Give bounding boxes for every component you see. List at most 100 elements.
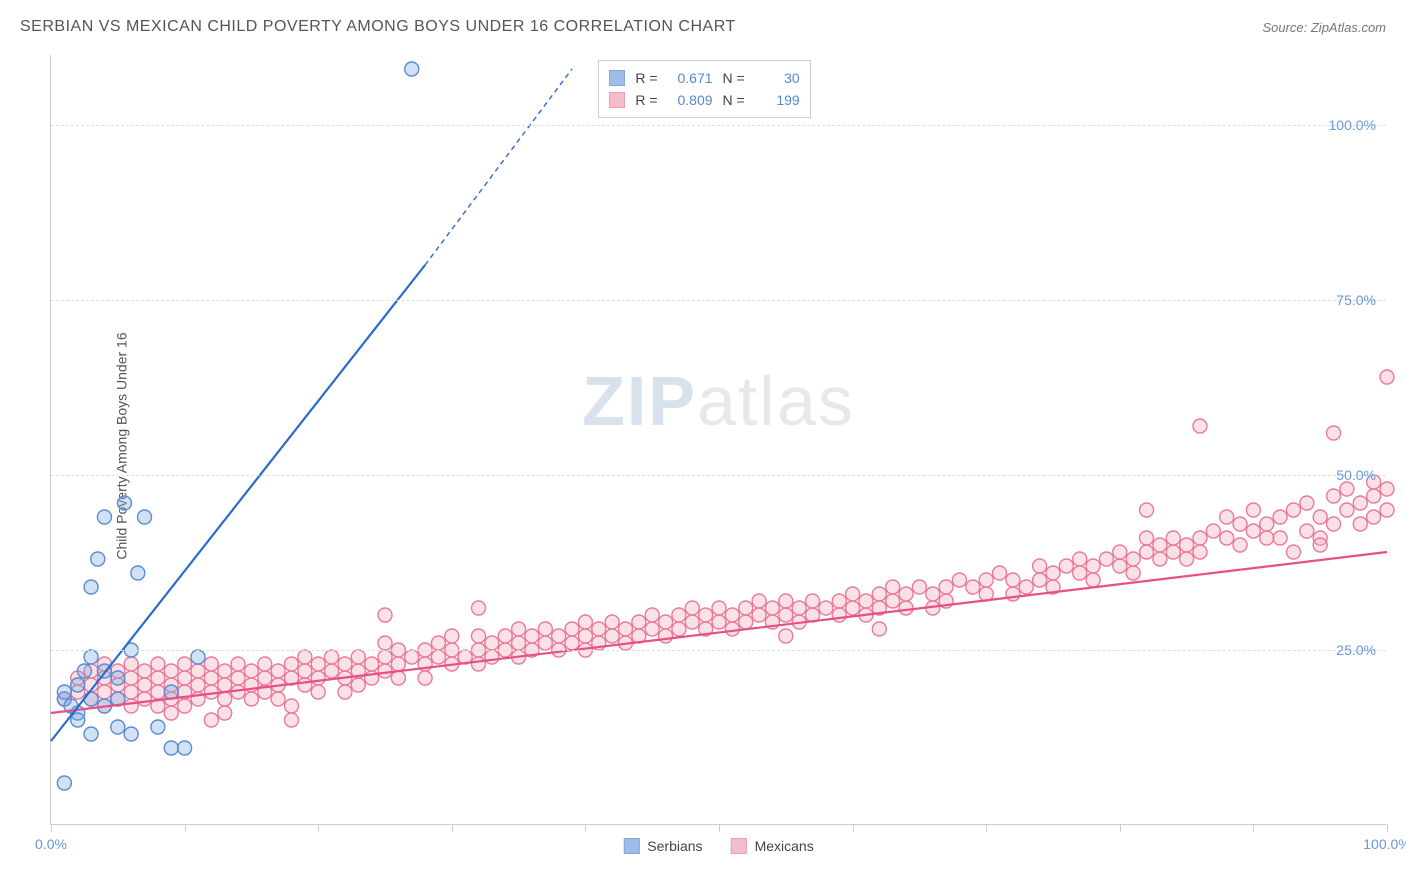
data-point-mexicans <box>244 664 258 678</box>
legend-swatch-serbians <box>609 70 625 86</box>
data-point-mexicans <box>378 650 392 664</box>
data-point-serbians <box>84 692 98 706</box>
data-point-mexicans <box>618 622 632 636</box>
x-tick <box>853 824 854 832</box>
data-point-mexicans <box>138 664 152 678</box>
data-point-mexicans <box>779 608 793 622</box>
data-point-mexicans <box>725 608 739 622</box>
data-point-mexicans <box>298 678 312 692</box>
data-point-mexicans <box>1140 531 1154 545</box>
x-tick-label: 100.0% <box>1363 836 1406 852</box>
data-point-mexicans <box>912 580 926 594</box>
data-point-mexicans <box>1006 573 1020 587</box>
data-point-mexicans <box>472 601 486 615</box>
data-point-mexicans <box>672 622 686 636</box>
data-point-mexicans <box>1166 531 1180 545</box>
data-point-mexicans <box>151 685 165 699</box>
y-tick-label: 50.0% <box>1336 467 1376 483</box>
n-value-mexicans: 199 <box>755 92 800 108</box>
data-point-mexicans <box>218 664 232 678</box>
data-point-serbians <box>84 580 98 594</box>
data-point-serbians <box>77 664 91 678</box>
data-point-mexicans <box>1260 517 1274 531</box>
x-tick <box>1387 824 1388 832</box>
y-tick-label: 75.0% <box>1336 292 1376 308</box>
chart-svg <box>51 55 1386 824</box>
data-point-mexicans <box>886 580 900 594</box>
data-point-mexicans <box>244 692 258 706</box>
data-point-mexicans <box>218 678 232 692</box>
data-point-serbians <box>57 685 71 699</box>
data-point-mexicans <box>966 580 980 594</box>
data-point-mexicans <box>1380 370 1394 384</box>
data-point-mexicans <box>512 636 526 650</box>
x-tick <box>1120 824 1121 832</box>
data-point-mexicans <box>846 601 860 615</box>
data-point-mexicans <box>1380 482 1394 496</box>
data-point-mexicans <box>979 573 993 587</box>
y-tick-label: 100.0% <box>1329 117 1376 133</box>
data-point-mexicans <box>485 650 499 664</box>
correlation-legend: R = 0.671 N = 30 R = 0.809 N = 199 <box>598 60 810 118</box>
data-point-mexicans <box>178 671 192 685</box>
data-point-mexicans <box>1206 524 1220 538</box>
data-point-mexicans <box>1286 545 1300 559</box>
data-point-mexicans <box>886 594 900 608</box>
legend-swatch-mexicans <box>731 838 747 854</box>
data-point-mexicans <box>752 608 766 622</box>
data-point-mexicans <box>138 678 152 692</box>
data-point-mexicans <box>1099 552 1113 566</box>
y-tick-label: 25.0% <box>1336 642 1376 658</box>
x-tick <box>719 824 720 832</box>
data-point-mexicans <box>124 685 138 699</box>
data-point-mexicans <box>1327 489 1341 503</box>
data-point-mexicans <box>712 615 726 629</box>
data-point-mexicans <box>338 657 352 671</box>
data-point-mexicans <box>645 608 659 622</box>
data-point-mexicans <box>1059 559 1073 573</box>
x-tick <box>185 824 186 832</box>
data-point-serbians <box>84 650 98 664</box>
data-point-mexicans <box>739 615 753 629</box>
data-point-mexicans <box>1273 510 1287 524</box>
legend-label-mexicans: Mexicans <box>755 838 814 854</box>
data-point-mexicans <box>565 636 579 650</box>
data-point-mexicans <box>552 629 566 643</box>
data-point-serbians <box>97 510 111 524</box>
data-point-mexicans <box>1260 531 1274 545</box>
data-point-serbians <box>138 510 152 524</box>
data-point-serbians <box>111 720 125 734</box>
data-point-mexicans <box>685 601 699 615</box>
data-point-serbians <box>71 678 85 692</box>
x-tick <box>986 824 987 832</box>
data-point-mexicans <box>632 615 646 629</box>
data-point-mexicans <box>765 601 779 615</box>
x-tick-label: 0.0% <box>35 836 67 852</box>
gridline <box>51 650 1386 651</box>
data-point-mexicans <box>1006 587 1020 601</box>
x-tick <box>1253 824 1254 832</box>
data-point-mexicans <box>926 587 940 601</box>
data-point-mexicans <box>164 664 178 678</box>
data-point-mexicans <box>712 601 726 615</box>
r-value-serbians: 0.671 <box>668 70 713 86</box>
data-point-mexicans <box>204 671 218 685</box>
gridline <box>51 300 1386 301</box>
data-point-mexicans <box>391 671 405 685</box>
data-point-mexicans <box>846 587 860 601</box>
data-point-mexicans <box>311 657 325 671</box>
data-point-mexicans <box>138 692 152 706</box>
data-point-mexicans <box>872 622 886 636</box>
data-point-mexicans <box>752 594 766 608</box>
data-point-mexicans <box>418 671 432 685</box>
trend-line-mexicans <box>51 552 1387 713</box>
data-point-mexicans <box>391 657 405 671</box>
data-point-mexicans <box>1193 545 1207 559</box>
data-point-mexicans <box>311 671 325 685</box>
data-point-mexicans <box>1033 573 1047 587</box>
data-point-mexicans <box>832 594 846 608</box>
data-point-mexicans <box>1300 496 1314 510</box>
n-value-serbians: 30 <box>755 70 800 86</box>
r-label: R = <box>635 70 657 86</box>
data-point-mexicans <box>164 706 178 720</box>
